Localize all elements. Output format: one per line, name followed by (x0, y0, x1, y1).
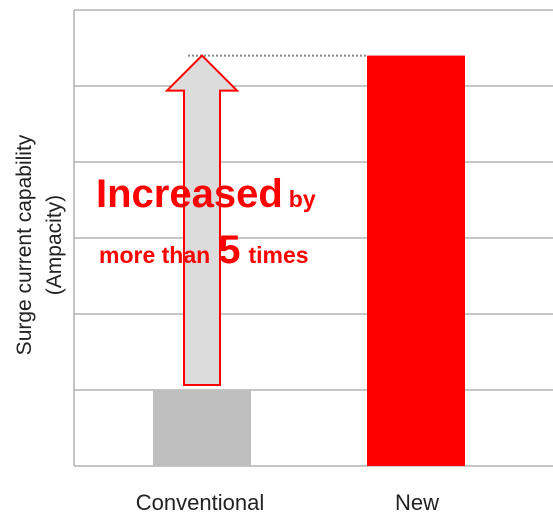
bar-new (367, 55, 465, 466)
increase-arrow-icon (164, 54, 240, 386)
annotation-line-2: more than 5 times (99, 228, 309, 273)
annotation-increased: Increased (96, 172, 283, 216)
gridlines (74, 9, 553, 391)
annotation-number: 5 (218, 228, 241, 272)
bar-conventional (153, 390, 251, 466)
y-axis-label: Surge current capability (Ampacity) (13, 134, 66, 356)
annotation-more-than: more than (99, 242, 211, 268)
category-label-conventional: Conventional (135, 490, 265, 515)
annotation-times: times (248, 242, 309, 268)
annotation-by: by (288, 186, 316, 212)
annotation-line-1: Increased by (96, 172, 316, 217)
bars (153, 55, 465, 466)
category-label-new: New (394, 490, 439, 515)
